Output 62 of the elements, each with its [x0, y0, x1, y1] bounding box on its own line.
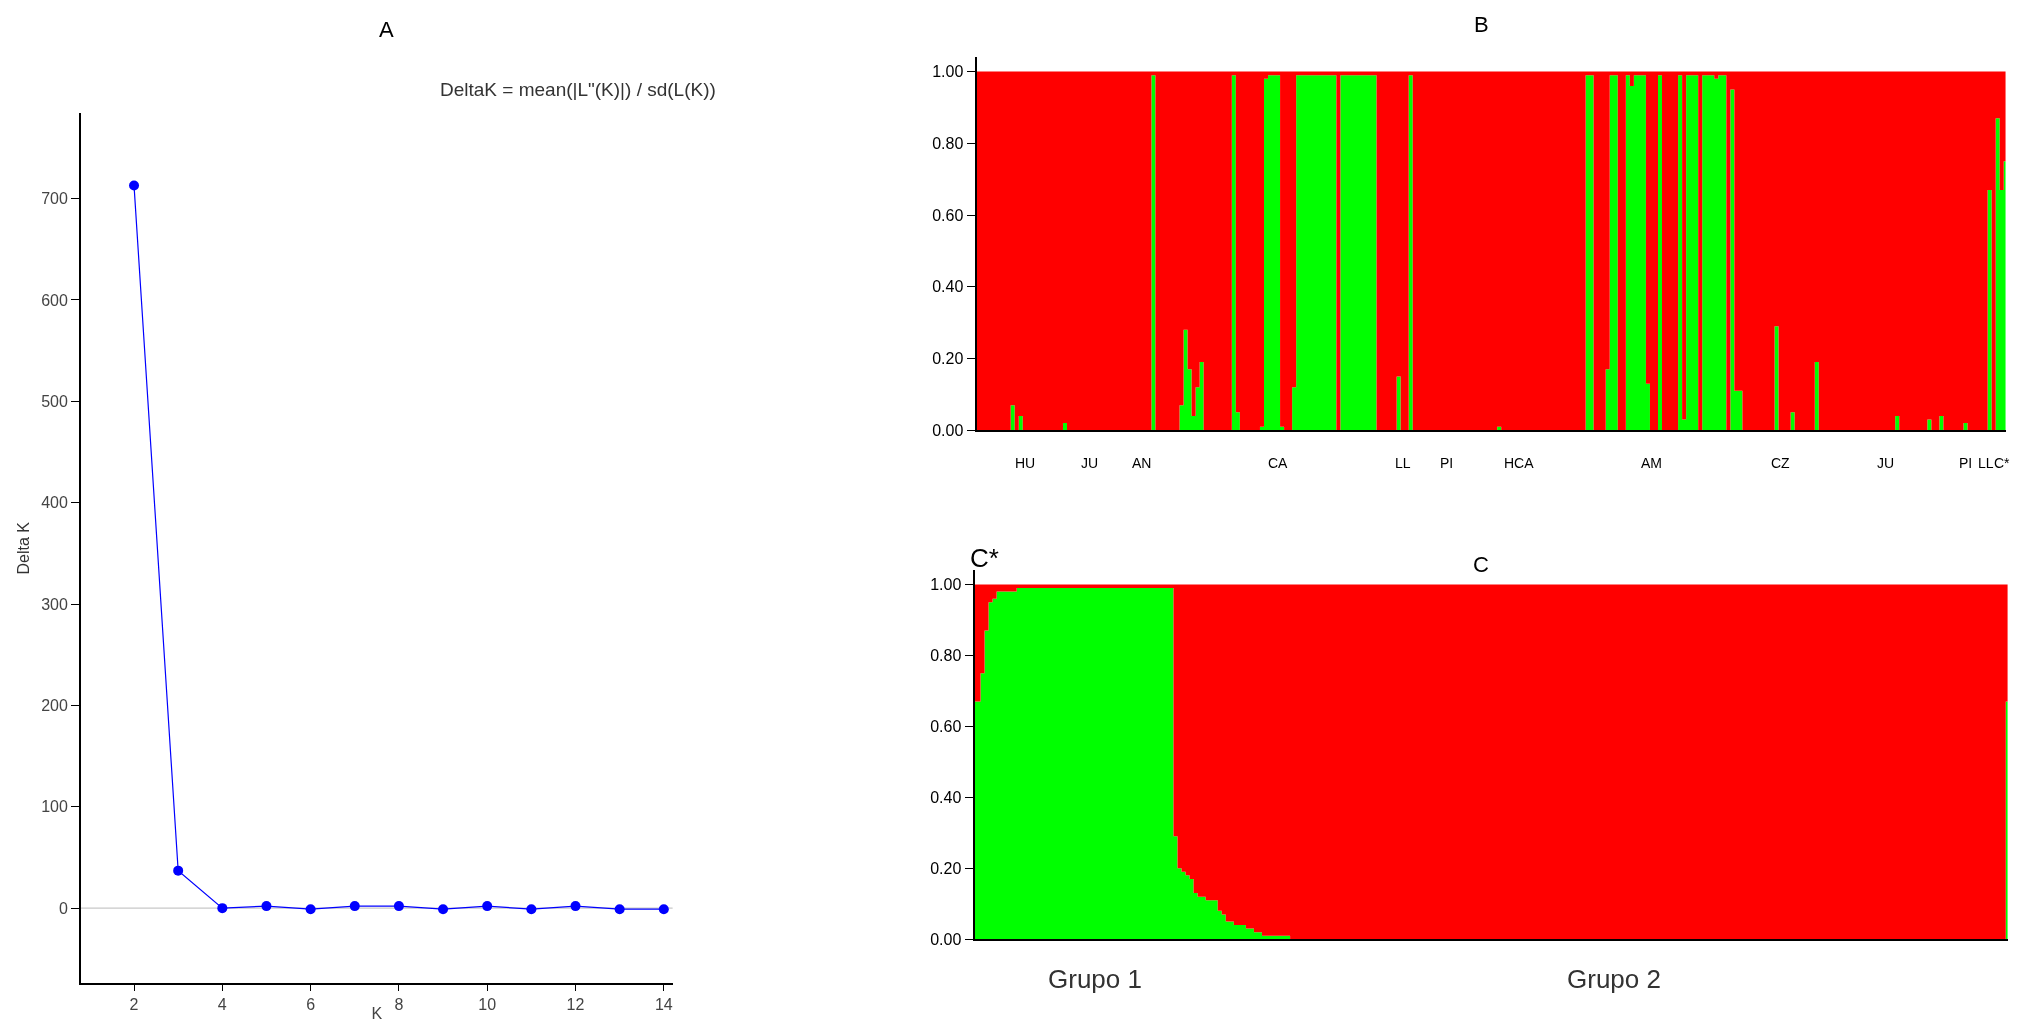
y-tick-label: 200: [41, 697, 68, 715]
x-tick-label: JU: [1081, 455, 1099, 471]
y-tick-label: 0.60: [930, 717, 962, 735]
y-tick-label: 0.40: [930, 788, 962, 806]
x-tick-label: JU: [1877, 455, 1895, 471]
point: [658, 904, 669, 915]
x-tick-label: PI: [1959, 455, 1973, 471]
x-tick-label: 10: [478, 996, 497, 1014]
y-tick-label: 1.00: [930, 576, 962, 594]
y-tick-label: 700: [41, 190, 68, 208]
y-tick-label: 600: [41, 291, 68, 309]
point: [305, 904, 316, 915]
point: [173, 865, 184, 876]
chart-subtitle: DeltaK = mean(|L"(K)|) / sd(L(K)): [440, 79, 716, 100]
x-tick-label: 14: [654, 996, 673, 1014]
y-tick-label: 0.20: [932, 350, 964, 368]
y-tick-label: 0.20: [930, 859, 962, 877]
x-tick-label: Grupo 2: [1567, 964, 1661, 994]
x-tick-label: AM: [1641, 455, 1662, 471]
y-tick-label: 500: [41, 392, 68, 410]
x-tick-label: 6: [306, 996, 316, 1014]
x-tick-label: Grupo 1: [1048, 964, 1142, 994]
y-tick-label: 0.40: [932, 278, 964, 296]
x-tick-label: CA: [1268, 455, 1289, 471]
point: [261, 901, 272, 912]
point: [570, 901, 581, 912]
x-tick-label: AN: [1132, 455, 1152, 471]
point: [349, 901, 360, 912]
y-tick-label: 0.00: [930, 930, 962, 948]
x-tick-label: HU: [1015, 455, 1036, 471]
x-axis-title: K: [371, 1005, 383, 1022]
y-tick-label: 0.00: [932, 421, 964, 439]
y-tick-label: 400: [41, 494, 68, 512]
y-tick-label: 0.80: [932, 134, 964, 152]
y-tick-label: 1.00: [932, 63, 964, 81]
y-axis-title: Delta K: [14, 521, 32, 575]
y-tick-label: 0: [58, 899, 68, 917]
point: [393, 901, 404, 912]
y-tick-label: 100: [41, 798, 68, 816]
point: [438, 904, 449, 915]
x-tick-label: 4: [217, 996, 227, 1014]
point: [526, 904, 537, 915]
chart-title: B: [1474, 12, 1489, 37]
x-tick-label: HCA: [1504, 455, 1535, 471]
chart-title: A: [379, 17, 394, 42]
x-tick-label: LL: [1395, 455, 1411, 471]
point: [129, 180, 140, 191]
x-tick-label: 12: [566, 996, 585, 1014]
x-tick-label: 2: [129, 996, 139, 1014]
x-tick-label: C*: [1994, 455, 2011, 471]
point: [482, 901, 493, 912]
x-tick-label: LL: [1978, 455, 1994, 471]
y-tick-label: 300: [41, 595, 68, 613]
x-tick-label: 8: [394, 996, 404, 1014]
point: [614, 904, 625, 915]
y-tick-label: 0.80: [930, 647, 962, 665]
x-tick-label: CZ: [1771, 455, 1791, 471]
point: [217, 903, 228, 914]
y-tick-label: 0.60: [932, 206, 964, 224]
chart-title: C: [1473, 552, 1489, 577]
annotation: C*: [970, 543, 999, 573]
x-tick-label: PI: [1440, 455, 1454, 471]
